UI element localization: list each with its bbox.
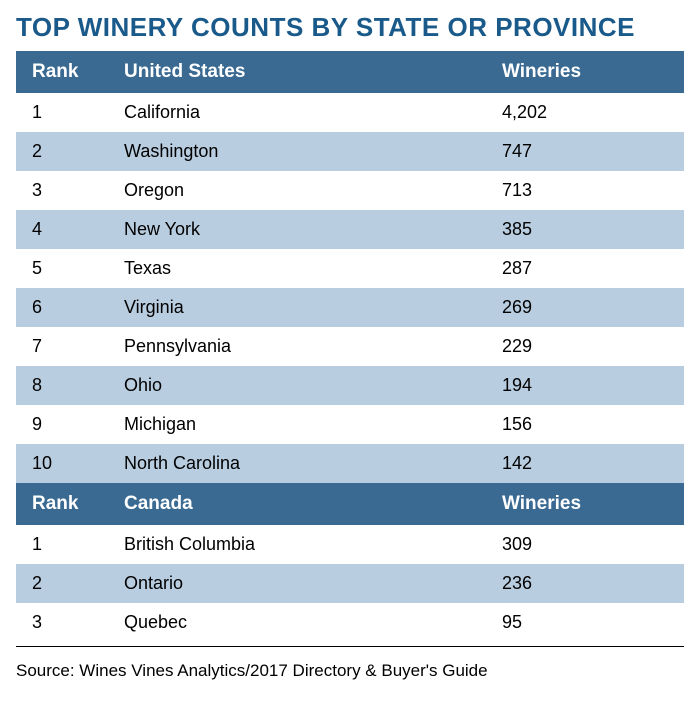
cell-rank: 2 [16,132,116,171]
cell-rank: 10 [16,444,116,483]
cell-name: Ohio [116,366,494,405]
table-row: 9Michigan156 [16,405,684,444]
cell-value: 385 [494,210,684,249]
cell-value: 309 [494,525,684,564]
winery-table: RankUnited StatesWineries1California4,20… [16,51,684,642]
cell-rank: 1 [16,525,116,564]
cell-name: North Carolina [116,444,494,483]
table-row: 8Ohio194 [16,366,684,405]
page-title: TOP WINERY COUNTS BY STATE OR PROVINCE [16,12,684,43]
cell-value: 4,202 [494,93,684,132]
table-row: 1British Columbia309 [16,525,684,564]
cell-name: New York [116,210,494,249]
table-row: 4New York385 [16,210,684,249]
cell-value: 142 [494,444,684,483]
cell-name: Pennsylvania [116,327,494,366]
table-header-row: RankCanadaWineries [16,483,684,525]
cell-value: 287 [494,249,684,288]
table-row: 10North Carolina142 [16,444,684,483]
cell-name: California [116,93,494,132]
cell-rank: 8 [16,366,116,405]
table-row: 5Texas287 [16,249,684,288]
cell-rank: 9 [16,405,116,444]
cell-value: 95 [494,603,684,642]
cell-rank: 2 [16,564,116,603]
table-header-row: RankUnited StatesWineries [16,51,684,93]
cell-rank: 3 [16,171,116,210]
source-text: Source: Wines Vines Analytics/2017 Direc… [16,655,684,681]
table-row: 2Washington747 [16,132,684,171]
cell-value: 269 [494,288,684,327]
cell-rank: 1 [16,93,116,132]
header-cell-value: Wineries [494,51,684,93]
header-cell-name: United States [116,51,494,93]
cell-value: 156 [494,405,684,444]
cell-value: 747 [494,132,684,171]
cell-rank: 6 [16,288,116,327]
cell-value: 236 [494,564,684,603]
table-row: 3Quebec95 [16,603,684,642]
table-row: 3Oregon713 [16,171,684,210]
divider [16,646,684,647]
cell-rank: 7 [16,327,116,366]
header-cell-rank: Rank [16,51,116,93]
table-row: 6Virginia269 [16,288,684,327]
cell-name: Virginia [116,288,494,327]
cell-value: 194 [494,366,684,405]
cell-name: Quebec [116,603,494,642]
cell-rank: 3 [16,603,116,642]
header-cell-rank: Rank [16,483,116,525]
cell-name: Ontario [116,564,494,603]
cell-name: Oregon [116,171,494,210]
header-cell-name: Canada [116,483,494,525]
cell-name: British Columbia [116,525,494,564]
cell-name: Washington [116,132,494,171]
table-row: 1California4,202 [16,93,684,132]
header-cell-value: Wineries [494,483,684,525]
table-row: 7Pennsylvania229 [16,327,684,366]
cell-name: Texas [116,249,494,288]
cell-value: 713 [494,171,684,210]
cell-rank: 4 [16,210,116,249]
cell-name: Michigan [116,405,494,444]
cell-rank: 5 [16,249,116,288]
table-row: 2Ontario236 [16,564,684,603]
cell-value: 229 [494,327,684,366]
